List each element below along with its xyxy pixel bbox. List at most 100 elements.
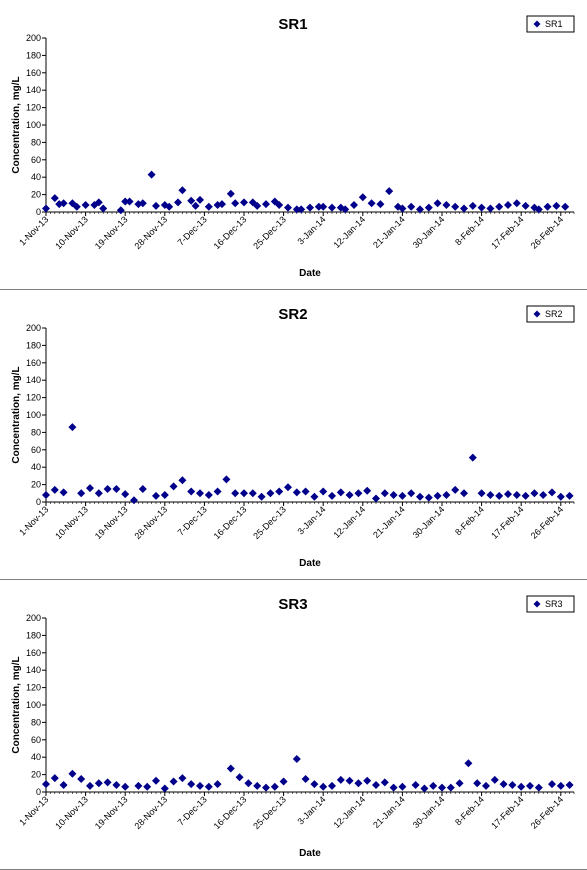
data-point — [504, 490, 512, 499]
y-tick-label: 120 — [26, 683, 41, 693]
chart-sr3: SR3 0 20 40 60 80 100 120 140 160 180 200 1-Nov-13 10… — [11, 595, 575, 859]
data-point — [446, 783, 455, 792]
data-point — [266, 489, 275, 498]
data-point — [477, 489, 486, 498]
data-point — [50, 485, 59, 494]
y-tick-label: 60 — [31, 155, 41, 165]
data-point — [310, 780, 319, 789]
data-point — [112, 781, 121, 790]
data-point — [543, 202, 552, 211]
data-point — [94, 489, 103, 498]
x-tick-label: 19-Nov-13 — [93, 214, 130, 251]
data-point — [398, 204, 407, 213]
data-point — [477, 203, 486, 212]
data-point — [86, 781, 94, 790]
chart-panel-sr1: SR1 0 20 40 60 80 100 120 140 160 180 200 1-Nov-13 10… — [0, 0, 587, 290]
data-point — [292, 754, 301, 763]
data-point — [539, 491, 548, 500]
data-point — [517, 782, 526, 791]
data-point — [345, 776, 354, 785]
data-point — [451, 485, 460, 494]
data-point — [460, 204, 468, 213]
legend-marker — [533, 310, 541, 318]
legend-box — [526, 595, 575, 613]
legend-box — [526, 15, 575, 33]
data-point — [68, 423, 77, 432]
data-point — [160, 491, 169, 500]
data-point — [112, 484, 121, 493]
data-point — [218, 200, 226, 209]
x-tick-label: 26-Feb-14 — [529, 794, 565, 830]
data-point — [512, 491, 521, 500]
data-point — [521, 201, 530, 210]
data-point — [424, 493, 433, 502]
x-tick-label: 17-Feb-14 — [489, 794, 525, 830]
data-point — [165, 202, 174, 211]
x-tick-label: 25-Dec-13 — [251, 504, 288, 541]
x-tick-label: 21-Jan-14 — [371, 214, 407, 250]
y-tick-label: 0 — [36, 787, 41, 797]
data-point — [59, 488, 68, 497]
data-point — [292, 488, 301, 497]
legend-marker — [533, 600, 541, 608]
y-tick-label: 100 — [26, 700, 41, 710]
data-point — [270, 782, 279, 791]
data-point — [152, 201, 160, 210]
data-point — [103, 484, 112, 493]
data-point — [354, 489, 363, 498]
chart-panel-sr3: SR3 0 20 40 60 80 100 120 140 160 180 200 1-Nov-13 10… — [0, 580, 587, 870]
x-tick-label: 16-Dec-13 — [212, 504, 249, 541]
x-tick-label: 10-Nov-13 — [53, 214, 90, 251]
data-point — [160, 784, 169, 793]
y-axis-label: Concentration, mg/L — [11, 76, 22, 173]
data-point — [468, 453, 477, 462]
data-point — [240, 489, 248, 498]
data-point — [50, 194, 59, 203]
data-point — [292, 205, 301, 214]
data-point — [213, 487, 222, 496]
data-point — [442, 491, 451, 500]
data-point — [231, 489, 240, 498]
data-point — [380, 489, 389, 498]
data-point — [262, 783, 270, 792]
data-point — [42, 780, 50, 789]
data-point — [130, 496, 138, 505]
x-tick-label: 3-Jan-14 — [295, 504, 327, 536]
x-tick-label: 21-Jan-14 — [371, 504, 407, 540]
data-point — [59, 781, 68, 790]
x-axis-label: Date — [299, 268, 321, 279]
data-point — [556, 492, 565, 501]
data-point — [284, 483, 292, 492]
data-point — [275, 487, 284, 496]
data-point — [72, 202, 81, 211]
data-point — [174, 198, 182, 207]
data-point — [196, 489, 204, 498]
data-point — [279, 777, 288, 786]
data-point — [226, 189, 235, 198]
data-point — [473, 779, 482, 788]
data-point — [248, 489, 257, 498]
y-tick-label: 20 — [31, 190, 41, 200]
data-point — [147, 170, 156, 179]
legend-label: SR2 — [545, 309, 563, 319]
data-point — [455, 779, 464, 788]
x-tick-label: 1-Nov-13 — [17, 504, 50, 537]
data-point — [389, 783, 398, 792]
data-point — [508, 781, 517, 790]
data-point — [134, 781, 143, 790]
x-tick-label: 1-Nov-13 — [17, 214, 50, 247]
chart-sr1: SR1 0 20 40 60 80 100 120 140 160 180 200 1-Nov-13 10… — [11, 15, 575, 279]
data-point — [398, 782, 407, 791]
data-point — [138, 484, 147, 493]
y-tick-label: 40 — [31, 462, 41, 472]
x-tick-label: 7-Dec-13 — [176, 794, 209, 827]
data-point — [42, 204, 50, 213]
x-tick-label: 7-Dec-13 — [176, 214, 209, 247]
legend-marker — [533, 20, 541, 28]
x-tick-label: 16-Dec-13 — [212, 794, 249, 831]
data-point — [187, 196, 196, 205]
data-point — [204, 491, 213, 500]
y-tick-label: 160 — [26, 648, 41, 658]
data-point — [561, 202, 570, 211]
data-point — [86, 484, 94, 493]
